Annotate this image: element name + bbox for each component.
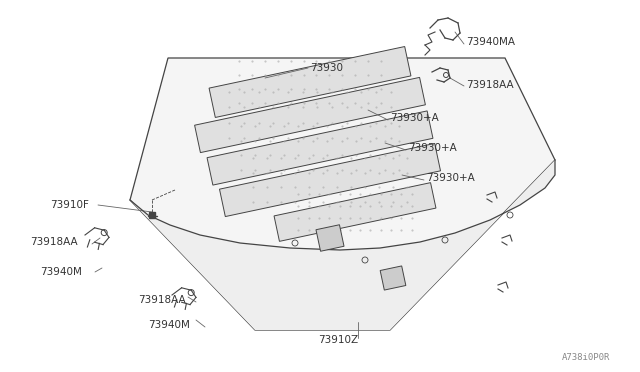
Text: A738i0P0R: A738i0P0R	[562, 353, 610, 362]
Polygon shape	[130, 58, 555, 330]
Text: 73930: 73930	[310, 63, 343, 73]
Polygon shape	[316, 225, 344, 251]
Text: 73940M: 73940M	[40, 267, 82, 277]
Text: 73918AA: 73918AA	[30, 237, 77, 247]
Text: 73930+A: 73930+A	[426, 173, 475, 183]
Text: 73910F: 73910F	[50, 200, 89, 210]
Polygon shape	[209, 46, 411, 118]
Text: 73930+A: 73930+A	[408, 143, 457, 153]
Polygon shape	[380, 266, 406, 290]
Text: 73918AA: 73918AA	[466, 80, 514, 90]
Polygon shape	[195, 77, 426, 153]
Polygon shape	[220, 144, 440, 217]
Polygon shape	[207, 111, 433, 185]
Text: 73940MA: 73940MA	[466, 37, 515, 47]
Text: 73930+A: 73930+A	[390, 113, 439, 123]
Polygon shape	[130, 160, 555, 330]
Polygon shape	[274, 183, 436, 241]
Text: 73940M: 73940M	[148, 320, 190, 330]
Text: 73910Z: 73910Z	[318, 335, 358, 345]
Text: 73918AA: 73918AA	[138, 295, 186, 305]
